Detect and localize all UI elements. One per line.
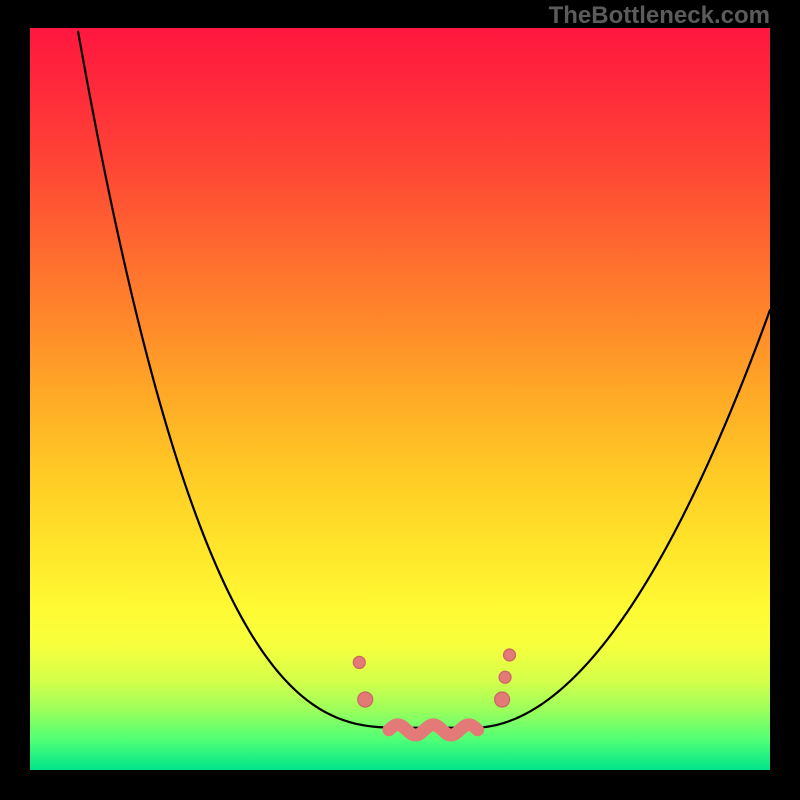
curve-marker [499, 671, 511, 683]
chart-plot [30, 28, 770, 770]
chart-stage: TheBottleneck.com [0, 0, 800, 800]
watermark-text: TheBottleneck.com [549, 2, 770, 30]
curve-marker [358, 692, 373, 707]
curve-marker [504, 649, 516, 661]
curve-marker [495, 692, 510, 707]
curve-marker [353, 656, 365, 668]
chart-background [30, 28, 770, 770]
